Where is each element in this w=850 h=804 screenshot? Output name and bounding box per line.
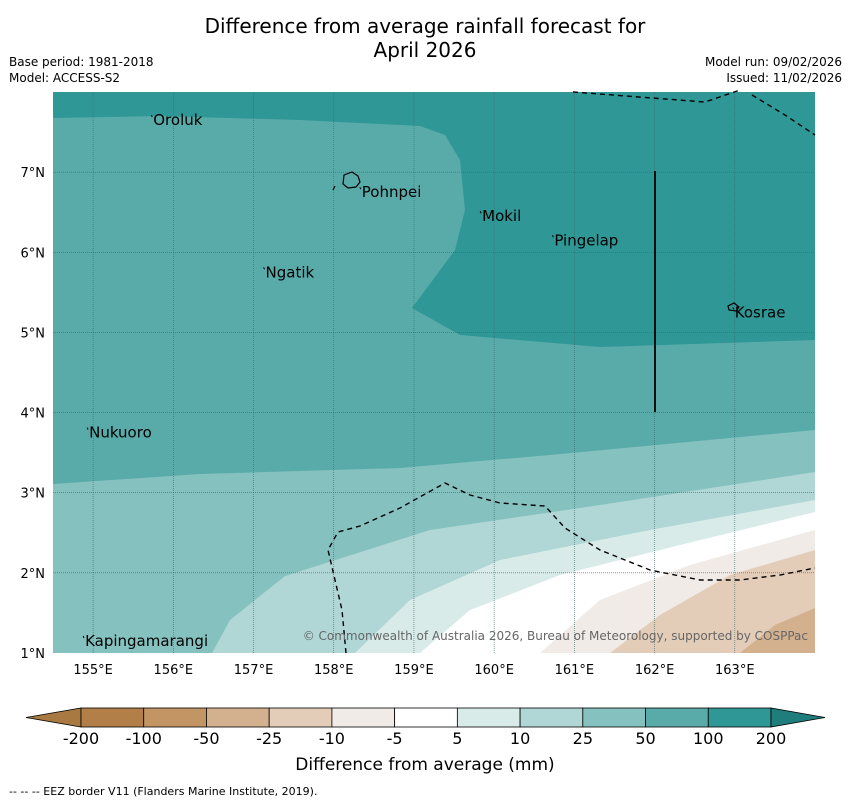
place-label: Kosrae <box>735 303 786 321</box>
place-marker <box>359 186 362 190</box>
lon-tick-label: 160°E <box>474 663 514 678</box>
kosrae-island <box>727 302 740 312</box>
lat-tick-label: 5°N <box>21 326 46 341</box>
place-marker <box>479 210 482 214</box>
band-neg25-neg10 <box>610 550 815 653</box>
longitude-ticks: 155°E 156°E 157°E 158°E 159°E 160°E 161°E 162°E… <box>73 663 754 678</box>
colorbar-segment <box>645 707 709 728</box>
place-marker <box>150 114 153 118</box>
latitude-ticks: 1°N 2°N 3°N 4°N 5°N 6°N 7°N <box>21 166 46 662</box>
colorbar-segment <box>80 707 145 728</box>
place-marker <box>263 267 266 270</box>
lon-tick-label: 163°E <box>715 663 755 678</box>
place-marker <box>732 307 735 310</box>
colorbar-tick-label: -50 <box>193 729 220 748</box>
colorbar-tick-label: -5 <box>386 729 403 748</box>
place-marker <box>86 427 89 430</box>
lat-tick-label: 1°N <box>21 647 46 662</box>
eez-border-north <box>572 89 741 103</box>
place-labels: Oroluk Pohnpei Mokil Pingelap Ngatik Kosrae Nu… <box>82 111 786 650</box>
colorbar-segment <box>206 707 270 728</box>
lon-tick-label: 155°E <box>73 663 113 678</box>
place-label: Nukuoro <box>89 424 152 442</box>
place-label: Mokil <box>482 207 521 225</box>
colorbar-tick-label: -200 <box>62 729 100 748</box>
lon-tick-label: 156°E <box>154 663 194 678</box>
pohnpei-islet <box>332 185 336 191</box>
page-title: Difference from average rainfall forecas… <box>0 14 850 62</box>
colorbar-segment <box>582 707 646 728</box>
colorbar-tick-label: 10 <box>509 729 531 748</box>
islands <box>332 171 740 312</box>
colorbar-tick-label: -25 <box>256 729 283 748</box>
colorbar-tick-label: 100 <box>692 729 724 748</box>
title-line-1: Difference from average rainfall forecas… <box>204 14 646 38</box>
colorbar-segment <box>456 707 521 728</box>
model-text: Model: ACCESS-S2 <box>9 71 121 85</box>
place-label: Ngatik <box>266 263 315 281</box>
copyright-text: © Commonwealth of Australia 2026, Bureau… <box>303 629 808 643</box>
lon-tick-label: 161°E <box>555 663 595 678</box>
issued-text: Issued: 11/02/2026 <box>726 71 842 85</box>
colorbar-min-arrow <box>25 707 82 728</box>
place-marker <box>551 235 554 238</box>
band-100-200 <box>53 92 815 347</box>
lat-tick-label: 3°N <box>21 487 46 502</box>
model-run-text: Model run: 09/02/2026 <box>704 55 842 69</box>
meta-left: Base period: 1981-2018 Model: ACCESS-S2 <box>9 54 154 86</box>
graticule <box>53 92 815 653</box>
colorbar-max-arrow <box>770 707 826 728</box>
place-label: Kapingamarangi <box>85 632 208 650</box>
colorbar <box>25 707 826 728</box>
lat-tick-label: 2°N <box>21 567 46 582</box>
meta-right: Model run: 09/02/2026 Issued: 11/02/2026 <box>705 54 842 86</box>
lon-tick-label: 162°E <box>635 663 675 678</box>
base-period-text: Base period: 1981-2018 <box>9 55 154 69</box>
colorbar-segment <box>519 707 584 728</box>
place-label: Pingelap <box>554 231 618 249</box>
lon-tick-label: 159°E <box>394 663 434 678</box>
eez-border-south <box>327 482 816 654</box>
lat-tick-label: 7°N <box>21 166 46 181</box>
rainfall-contours <box>53 92 815 653</box>
pohnpei-island <box>342 171 361 189</box>
footer-text: -- -- -- EEZ border V11 (Flanders Marine… <box>9 785 318 798</box>
band-neg50-neg25 <box>740 608 815 653</box>
colorbar-tick-label: 50 <box>635 729 656 748</box>
colorbar-tick-label: -100 <box>125 729 162 748</box>
eez-border-northeast <box>751 94 816 136</box>
lon-tick-label: 158°E <box>314 663 354 678</box>
place-label: Oroluk <box>153 111 202 129</box>
colorbar-segment <box>143 707 207 728</box>
colorbar-tick-label: -10 <box>318 729 345 748</box>
title-line-2: April 2026 <box>373 38 477 62</box>
colorbar-tick-label: 5 <box>452 729 463 748</box>
place-marker <box>82 635 85 639</box>
colorbar-segment <box>268 707 333 728</box>
lon-tick-label: 157°E <box>234 663 274 678</box>
lat-tick-label: 6°N <box>21 246 46 261</box>
place-label: Pohnpei <box>362 183 422 201</box>
colorbar-segment <box>394 707 458 728</box>
colorbar-tick-label: 200 <box>755 729 787 748</box>
lat-tick-label: 4°N <box>21 407 46 422</box>
colorbar-segment <box>707 707 772 728</box>
eez-borders <box>327 89 816 654</box>
colorbar-tick-label: 25 <box>572 729 593 748</box>
colorbar-segment <box>331 707 396 728</box>
colorbar-title: Difference from average (mm) <box>295 755 555 775</box>
